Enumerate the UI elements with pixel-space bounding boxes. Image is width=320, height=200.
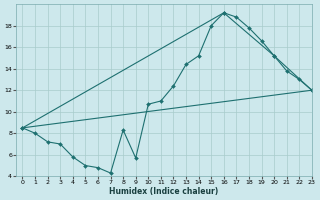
- X-axis label: Humidex (Indice chaleur): Humidex (Indice chaleur): [109, 187, 219, 196]
